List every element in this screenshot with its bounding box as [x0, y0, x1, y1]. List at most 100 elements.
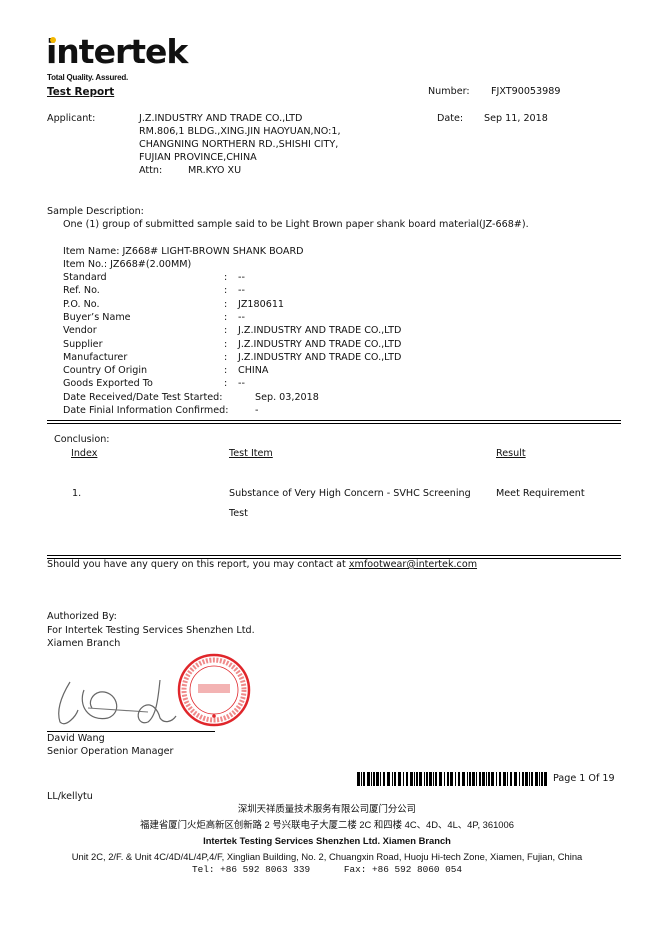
date-confirmed-label: Date Finial Information Confirmed: [63, 405, 229, 416]
barcode-bar [503, 772, 506, 786]
barcode-bar [363, 772, 365, 786]
barcode-bar [447, 772, 449, 786]
signature-line [47, 731, 215, 732]
signer-title: Senior Operation Manager [47, 746, 174, 757]
barcode-bar [406, 772, 408, 786]
signature-image [58, 679, 177, 725]
header-result: Result [496, 448, 526, 459]
barcode-bar [435, 772, 437, 786]
company-seal [177, 653, 251, 727]
barcode-bar [383, 772, 385, 786]
date-value: Sep 11, 2018 [484, 113, 548, 124]
barcode-bar [496, 772, 497, 786]
prepared-by: LL/kellytu [47, 791, 93, 802]
divider [47, 420, 621, 421]
divider [47, 423, 621, 424]
barcode-bar [380, 772, 381, 786]
intertek-logo: intertek [46, 32, 188, 71]
field-value: J.Z.INDUSTRY AND TRADE CO.,LTD [238, 338, 402, 350]
barcode-bar [403, 772, 404, 786]
barcode-bar [519, 772, 520, 786]
field-colon: : [224, 378, 228, 390]
barcode-bar [469, 772, 471, 786]
date-confirmed-value: - [255, 405, 259, 416]
query-text: Should you have any query on this report… [47, 559, 349, 570]
barcode-bar [416, 772, 418, 786]
barcode-bar [514, 772, 517, 786]
applicant-label: Applicant: [47, 113, 96, 124]
barcode-bar [398, 772, 401, 786]
barcode-bar [424, 772, 425, 786]
barcode-bar [507, 772, 508, 786]
barcode-bar [529, 772, 530, 786]
item-name: Item Name: JZ668# LIGHT-BROWN SHANK BOAR… [63, 246, 304, 257]
field-value: -- [238, 311, 245, 323]
report-title: Test Report [47, 86, 115, 98]
conclusion-label: Conclusion: [54, 434, 110, 445]
barcode-bar [488, 772, 490, 786]
applicant-line: CHANGNING NORTHERN RD.,SHISHI CITY, [139, 139, 339, 150]
field-value: JZ180611 [238, 298, 285, 310]
page-indicator: Page 1 Of 19 [553, 773, 615, 784]
field-colon: : [224, 285, 228, 297]
barcode-bar [439, 772, 442, 786]
barcode-bar [499, 772, 501, 786]
field-colon: : [224, 365, 228, 377]
sample-text: One (1) group of submitted sample said t… [63, 219, 529, 230]
header-test-item: Test Item [229, 448, 273, 459]
field-value: J.Z.INDUSTRY AND TRADE CO.,LTD [238, 351, 402, 363]
field-label: Manufacturer [63, 351, 128, 363]
item-no: Item No.: JZ668#(2.00MM) [63, 259, 192, 270]
barcode-bar [426, 772, 428, 786]
field-colon: : [224, 338, 228, 350]
barcode-bar [458, 772, 460, 786]
barcode-bar [476, 772, 477, 786]
barcode-bar [357, 772, 360, 786]
applicant-line: J.Z.INDUSTRY AND TRADE CO.,LTD [139, 113, 303, 124]
barcode-bar [419, 772, 422, 786]
field-value: J.Z.INDUSTRY AND TRADE CO.,LTD [238, 325, 402, 337]
field-colon: : [224, 298, 228, 310]
field-label: P.O. No. [63, 298, 100, 310]
barcode-bar [472, 772, 475, 786]
barcode-bar [510, 772, 512, 786]
number-value: FJXT90053989 [491, 86, 561, 97]
barcode-bar [491, 772, 494, 786]
barcode-bar [462, 772, 465, 786]
barcode [357, 772, 547, 786]
barcode-bar [479, 772, 481, 786]
divider [47, 555, 621, 556]
footer-contact: Tel: +86 592 8063 339 Fax: +86 592 8060 … [191, 864, 463, 875]
barcode-bar [414, 772, 415, 786]
field-colon: : [224, 272, 228, 283]
barcode-bar [535, 772, 538, 786]
contact-email-link[interactable]: xmfootwear@intertek.com [348, 559, 478, 570]
barcode-bar [541, 772, 543, 786]
field-value: -- [238, 378, 245, 390]
barcode-bar [367, 772, 370, 786]
footer-cn-name: 深圳天祥质量技术服务有限公司厦门分公司 [237, 803, 417, 814]
barcode-bar [486, 772, 487, 786]
header-index: Index [71, 448, 98, 459]
applicant-line: RM.806,1 BLDG.,XING.JIN HAOYUAN,NO:1, [139, 126, 341, 137]
row-result: Meet Requirement [496, 488, 585, 499]
row-index: 1. [72, 488, 82, 499]
date-label: Date: [437, 113, 464, 124]
field-label: Supplier [63, 338, 103, 350]
field-label: Vendor [63, 325, 97, 337]
barcode-bar [444, 772, 445, 786]
barcode-bar [482, 772, 485, 786]
barcode-bar [373, 772, 375, 786]
barcode-bar [371, 772, 372, 786]
field-colon: : [224, 351, 228, 363]
authorized-label: Authorized By: [47, 611, 117, 622]
field-label: Standard [63, 272, 107, 283]
query-line: Should you have any query on this report… [47, 559, 477, 571]
barcode-bar [387, 772, 390, 786]
footer-company: Intertek Testing Services Shenzhen Ltd. … [203, 835, 451, 846]
field-value: CHINA [238, 365, 269, 377]
sample-label: Sample Description: [47, 206, 144, 217]
field-value: -- [238, 272, 245, 283]
barcode-bar [392, 772, 393, 786]
barcode-bar [467, 772, 468, 786]
